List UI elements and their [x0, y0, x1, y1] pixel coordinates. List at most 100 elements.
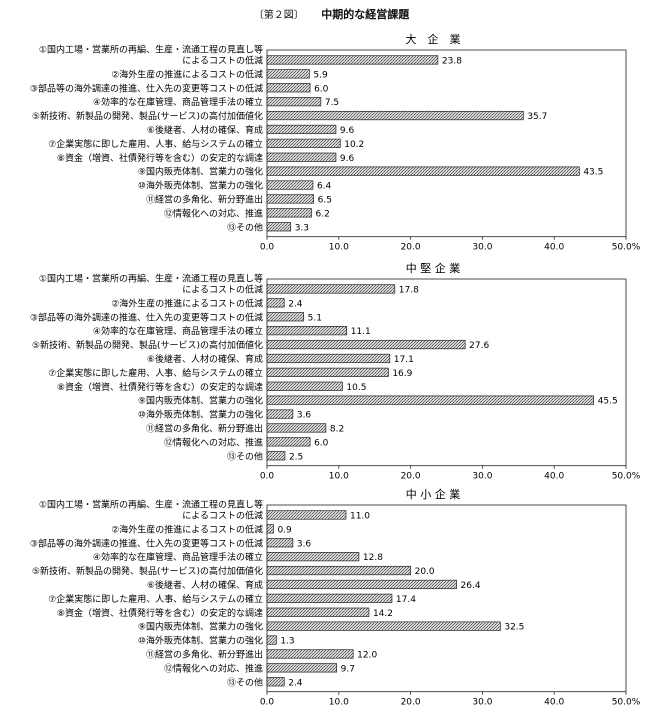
- bar: [266, 152, 337, 162]
- bar: [266, 510, 347, 520]
- bar: [266, 284, 396, 294]
- bar-value-label: 5.1: [308, 313, 322, 323]
- x-tick-label: 20.0: [401, 698, 421, 708]
- bar-value-label: 14.2: [373, 609, 393, 619]
- category-label: ⑥後継者、人材の確保、育成: [147, 353, 263, 365]
- bar: [266, 423, 327, 433]
- bar-value-label: 2.5: [289, 452, 303, 462]
- category-label: ⑨国内販売体制、営業力の強化: [138, 621, 263, 633]
- bar: [266, 437, 311, 447]
- bar: [266, 69, 310, 79]
- bar-value-label: 2.4: [288, 678, 303, 688]
- bar-value-label: 8.2: [330, 424, 344, 434]
- category-label: ③部品等の海外調達の推進、仕入先の変更等コストの低減: [30, 82, 263, 94]
- bar-value-label: 5.9: [313, 70, 328, 80]
- bar-value-label: 6.4: [317, 182, 332, 192]
- x-tick-label: 50.0%: [612, 472, 641, 482]
- category-label: ②海外生産の推進によるコストの低減: [111, 523, 263, 535]
- panel-title: 大 企 業: [406, 32, 461, 46]
- category-label: ⑬その他: [227, 676, 263, 688]
- bar-value-label: 7.5: [325, 98, 339, 108]
- category-label: ④効率的な在庫管理、商品管理手法の確立: [93, 551, 263, 563]
- x-tick-label: 20.0: [401, 243, 421, 253]
- bar: [266, 166, 580, 176]
- x-tick-label: 40.0: [544, 243, 564, 253]
- category-label: ⑩海外販売体制、営業力の強化: [138, 635, 263, 647]
- x-tick-label: 50.0%: [612, 698, 641, 708]
- bar-value-label: 6.5: [318, 195, 332, 205]
- bar: [266, 124, 337, 135]
- category-label: ⑩海外販売体制、営業力の強化: [138, 180, 263, 192]
- category-label: ⑫情報化への対応、推進: [164, 662, 263, 674]
- category-label: ⑥後継者、人材の確保、育成: [147, 124, 263, 136]
- bar-value-label: 43.5: [583, 168, 603, 178]
- category-label: ⑧資金（増資、社債発行等を含む）の安定的な調達: [57, 152, 263, 164]
- category-label: によるコストの低減: [182, 509, 263, 521]
- bar-value-label: 17.1: [394, 355, 414, 365]
- category-label: ⑫情報化への対応、推進: [164, 436, 263, 448]
- bar-value-label: 9.6: [340, 126, 355, 136]
- category-label: ⑬その他: [227, 221, 263, 233]
- bar-value-label: 1.3: [280, 637, 294, 647]
- bar: [266, 222, 292, 232]
- x-tick-label: 0.0: [260, 698, 275, 708]
- bar: [266, 339, 466, 350]
- panel-title: 中 堅 企 業: [406, 261, 461, 275]
- bar-value-label: 10.2: [344, 140, 364, 150]
- category-label: ③部品等の海外調達の推進、仕入先の変更等コストの低減: [30, 311, 263, 323]
- x-tick-label: 30.0: [472, 698, 492, 708]
- x-tick-label: 30.0: [472, 472, 492, 482]
- bar-value-label: 10.5: [346, 383, 366, 393]
- bar: [266, 538, 294, 548]
- bar-value-label: 2.4: [288, 299, 303, 309]
- bar-value-label: 9.6: [340, 154, 355, 164]
- x-tick-label: 20.0: [401, 472, 421, 482]
- bar-value-label: 12.8: [363, 553, 383, 563]
- category-label: ②海外生産の推進によるコストの低減: [111, 68, 263, 80]
- bar: [266, 451, 286, 461]
- bar: [266, 565, 411, 576]
- bar: [266, 138, 341, 148]
- category-label: ④効率的な在庫管理、商品管理手法の確立: [93, 325, 263, 337]
- category-label: ⑪経営の多角化、新分野進出: [146, 648, 263, 660]
- figure-title: 中期的な経営課題: [321, 8, 410, 21]
- category-label: ⑦企業実態に即した雇用、人事、給与システムの確立: [48, 138, 263, 150]
- category-label: ①国内工場・営業所の再編、生産・流通工程の見直し等: [39, 272, 263, 284]
- bar: [266, 663, 337, 673]
- bar-value-label: 3.6: [297, 411, 312, 421]
- x-tick-label: 10.0: [329, 243, 349, 253]
- x-tick-label: 0.0: [260, 243, 275, 253]
- category-label: ④効率的な在庫管理、商品管理手法の確立: [93, 96, 263, 108]
- category-label: ⑨国内販売体制、営業力の強化: [138, 395, 263, 407]
- bar: [266, 381, 343, 391]
- bar-value-label: 0.9: [277, 525, 292, 535]
- category-label: ⑤新技術、新製品の開発、製品(サービス)の高付加価値化: [32, 339, 263, 351]
- x-tick-label: 30.0: [472, 243, 492, 253]
- bar: [266, 593, 393, 603]
- bar: [266, 395, 595, 405]
- bar: [266, 194, 315, 204]
- category-label: ⑤新技術、新製品の開発、製品(サービス)の高付加価値化: [32, 110, 263, 122]
- bar-value-label: 26.4: [461, 581, 481, 591]
- bar: [266, 180, 314, 190]
- bar: [266, 677, 285, 687]
- bar-value-label: 23.8: [442, 56, 462, 66]
- category-label: ⑧資金（増資、社債発行等を含む）の安定的な調達: [57, 607, 263, 619]
- category-label: ⑬その他: [227, 450, 263, 462]
- bar-value-label: 9.7: [341, 664, 355, 674]
- bar: [266, 649, 354, 659]
- panel-title: 中 小 企 業: [406, 487, 461, 501]
- bar-value-label: 11.1: [351, 327, 371, 337]
- bar: [266, 635, 277, 645]
- bar-value-label: 3.6: [297, 539, 312, 549]
- category-label: ⑩海外販売体制、営業力の強化: [138, 409, 263, 421]
- category-label: ②海外生産の推進によるコストの低減: [111, 297, 263, 309]
- bar-value-label: 12.0: [357, 650, 377, 660]
- bar: [266, 208, 312, 218]
- x-tick-label: 40.0: [544, 698, 564, 708]
- category-label: ①国内工場・営業所の再編、生産・流通工程の見直し等: [39, 43, 263, 55]
- bar-value-label: 6.0: [314, 84, 329, 94]
- x-tick-label: 40.0: [544, 472, 564, 482]
- bar: [266, 110, 524, 121]
